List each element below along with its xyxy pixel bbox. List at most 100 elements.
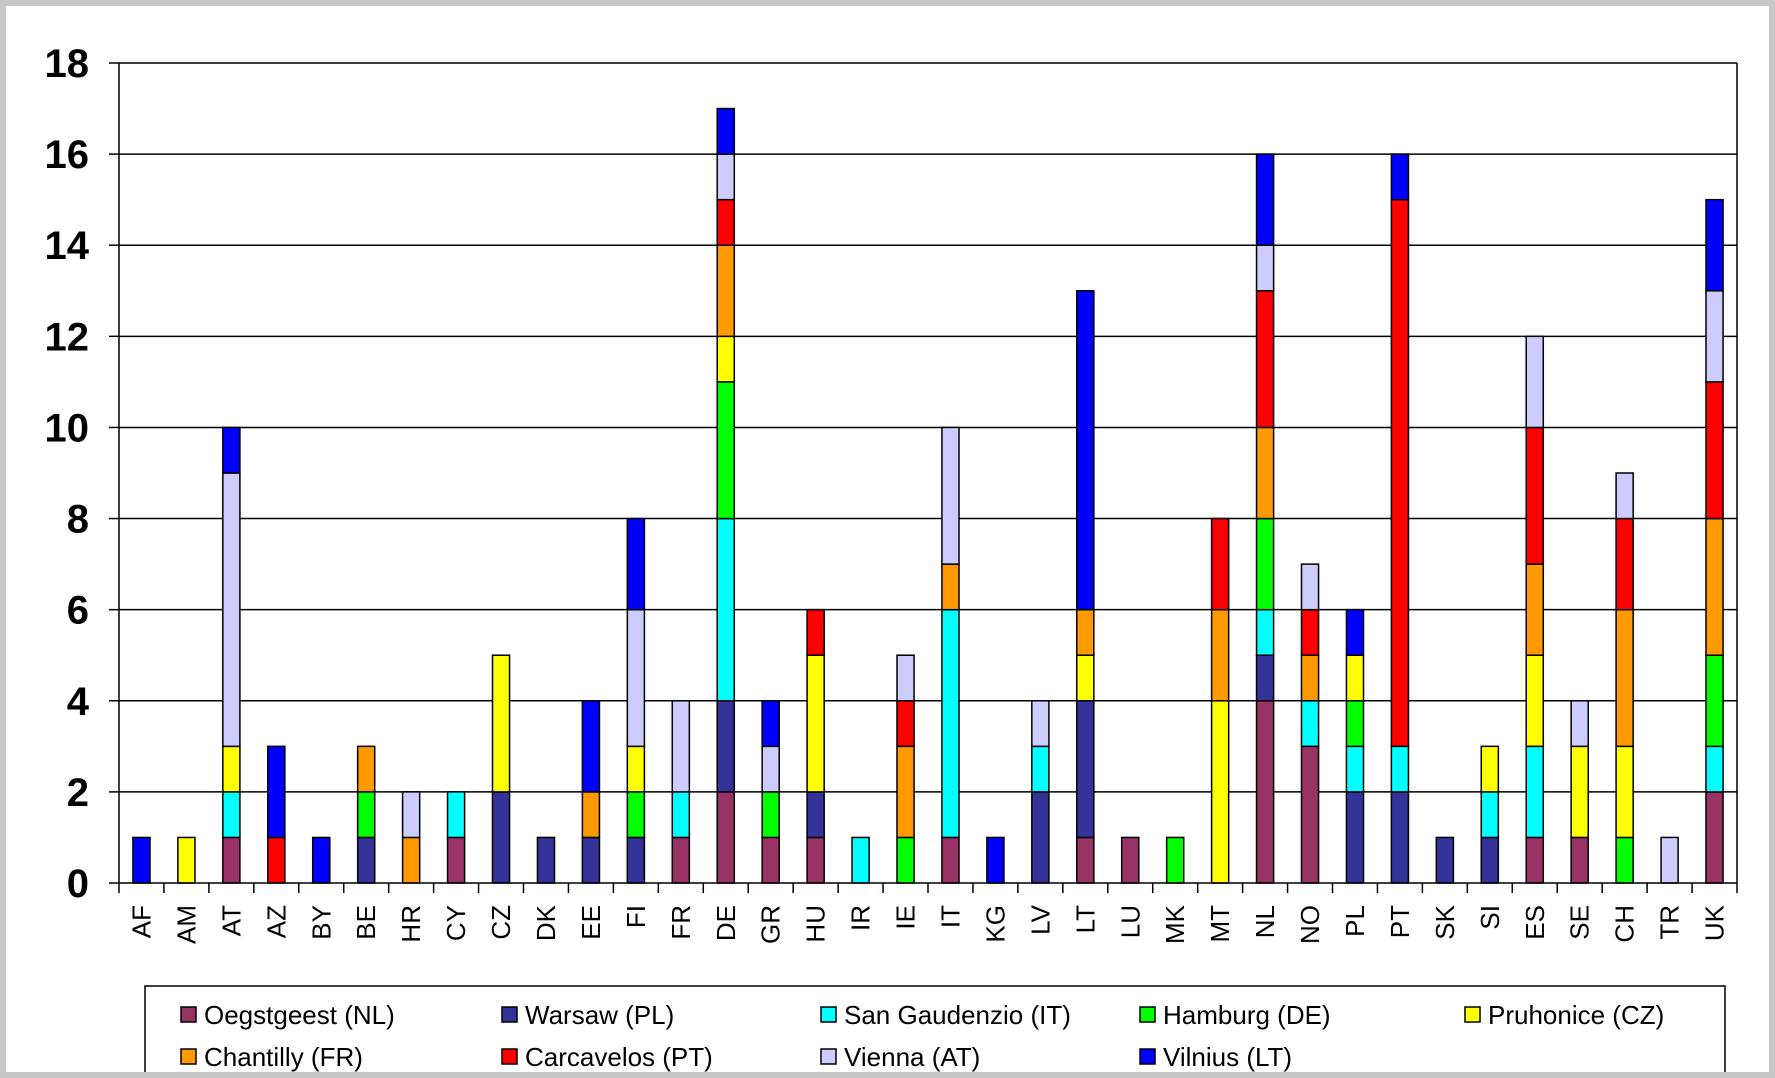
bar-segment-az <box>267 745 286 839</box>
x-tick-label: BE <box>351 905 381 940</box>
bar-segment-no <box>1300 745 1320 884</box>
bar-segment-dk <box>536 836 556 884</box>
legend-box <box>144 985 1726 1072</box>
x-tick-label: PT <box>1385 905 1415 938</box>
x-tick-label: LT <box>1070 905 1100 934</box>
x-tick-label: IE <box>891 905 921 930</box>
bar-segment-uk <box>1705 198 1724 292</box>
bar-segment-az <box>267 836 286 884</box>
bar-segment-uk <box>1705 791 1724 884</box>
x-tick-label: TR <box>1655 905 1685 940</box>
bar-segment-lv <box>1031 791 1050 884</box>
bar-segment-se <box>1570 836 1589 884</box>
bar-segment-uk <box>1705 517 1724 656</box>
bar-segment-nl <box>1255 654 1275 702</box>
x-tick-label: NO <box>1295 905 1325 944</box>
bar-segment-ch <box>1615 517 1634 611</box>
bar-segment-at <box>222 426 241 474</box>
x-tick-label: SI <box>1475 905 1505 930</box>
x-tick-label: MK <box>1160 904 1190 944</box>
bar-segment-de <box>716 153 736 201</box>
bar-segment-hr <box>401 836 421 884</box>
bar-segment-pl <box>1345 608 1365 656</box>
y-tick-label: 18 <box>45 42 90 86</box>
bar-segment-pt <box>1390 198 1410 748</box>
x-tick-label: DK <box>531 904 561 941</box>
y-tick-label: 12 <box>45 315 90 359</box>
bar-segment-si <box>1480 791 1500 839</box>
bar-segment-fi <box>626 836 646 884</box>
x-tick-label: AM <box>171 905 201 944</box>
x-tick-label: CZ <box>486 905 516 940</box>
bar-segment-nl <box>1255 517 1275 611</box>
bar-segment-lt <box>1076 290 1095 611</box>
bar-segment-it <box>941 608 960 839</box>
x-tick-label: EE <box>576 905 606 940</box>
x-tick-label: FR <box>666 905 696 940</box>
stacked-bar-chart: 0 2 4 6 8 10 12 14 16 18 AF AM AT AZ BY BE HR CY CZ DK EE FI… <box>45 42 1738 1072</box>
bar-segment-lu <box>1120 836 1140 884</box>
bar-segment-es <box>1525 654 1545 748</box>
axes <box>109 62 1738 893</box>
bar-segment-ee <box>581 791 601 839</box>
bar-segment-mk <box>1165 836 1185 884</box>
legend-label: Vienna (AT) <box>844 1042 980 1072</box>
bar-segment-ie <box>896 654 915 702</box>
bar-segment-at <box>222 836 241 884</box>
legend-label: Warsaw (PL) <box>525 1000 674 1030</box>
bar-segment-pt <box>1390 791 1410 884</box>
legend: Oegstgeest (NL) Warsaw (PL) San Gaudenzio … <box>144 985 1726 1072</box>
bar-segment-by <box>311 836 331 884</box>
bar-segment-sk <box>1435 836 1455 884</box>
bar-segment-am <box>177 836 196 884</box>
bar-segment-uk <box>1705 381 1724 520</box>
bar-segment-de <box>716 791 736 884</box>
y-tick-label: 4 <box>67 680 90 724</box>
bar-segment-hu <box>806 791 825 839</box>
bar-segment-hr <box>401 791 421 839</box>
bar-segment-no <box>1300 608 1320 656</box>
x-tick-label: PL <box>1340 905 1370 937</box>
x-tick-label: HR <box>396 905 426 943</box>
bar-segment-hu <box>806 654 825 793</box>
x-tick-label: KG <box>980 905 1010 943</box>
y-tick-label: 16 <box>45 133 90 177</box>
bar-segment-gr <box>761 791 780 839</box>
bar-segment-be <box>356 836 376 884</box>
bar-segment-de <box>716 700 736 793</box>
bar-segment-es <box>1525 426 1545 565</box>
bar-segment-it <box>941 836 960 884</box>
bar-segment-se <box>1570 700 1589 748</box>
bar-segment-cz <box>491 654 511 793</box>
bar-segment-nl <box>1255 608 1275 656</box>
bar-segment-nl <box>1255 426 1275 520</box>
bar-segment-mt <box>1210 517 1230 611</box>
bar-segment-de <box>716 198 736 246</box>
bar-segment-cz <box>491 791 511 884</box>
x-tick-label: CH <box>1610 905 1640 943</box>
bar-segment-de <box>716 335 736 383</box>
legend-swatch <box>501 1048 518 1065</box>
x-tick-label: LV <box>1025 904 1055 935</box>
y-tick-labels: 0 2 4 6 8 10 12 14 16 18 <box>45 42 90 906</box>
bar-segment-it <box>941 426 960 565</box>
bar-segment-nl <box>1255 244 1275 292</box>
legend-swatch <box>180 1006 197 1023</box>
bar-segment-ch <box>1615 608 1634 748</box>
x-tick-label: IT <box>935 905 965 928</box>
bar-segment-pt <box>1390 745 1410 793</box>
x-tick-label: FI <box>621 905 651 928</box>
bar-segment-at <box>222 745 241 793</box>
chart-frame: 0 2 4 6 8 10 12 14 16 18 AF AM AT AZ BY BE HR CY CZ DK EE FI… <box>6 6 1769 1072</box>
x-tick-label: UK <box>1700 904 1730 941</box>
bar-segment-ch <box>1615 745 1634 839</box>
bar-segment-fr <box>671 791 691 839</box>
bar-segment-pl <box>1345 700 1365 748</box>
x-tick-label: DE <box>711 905 741 941</box>
bar-segment-es <box>1525 836 1545 884</box>
x-tick-label: GR <box>756 905 786 944</box>
bar-segment-no <box>1300 654 1320 702</box>
bar-segment-es <box>1525 745 1545 839</box>
bar-segment-se <box>1570 745 1589 839</box>
legend-swatch <box>820 1006 837 1023</box>
